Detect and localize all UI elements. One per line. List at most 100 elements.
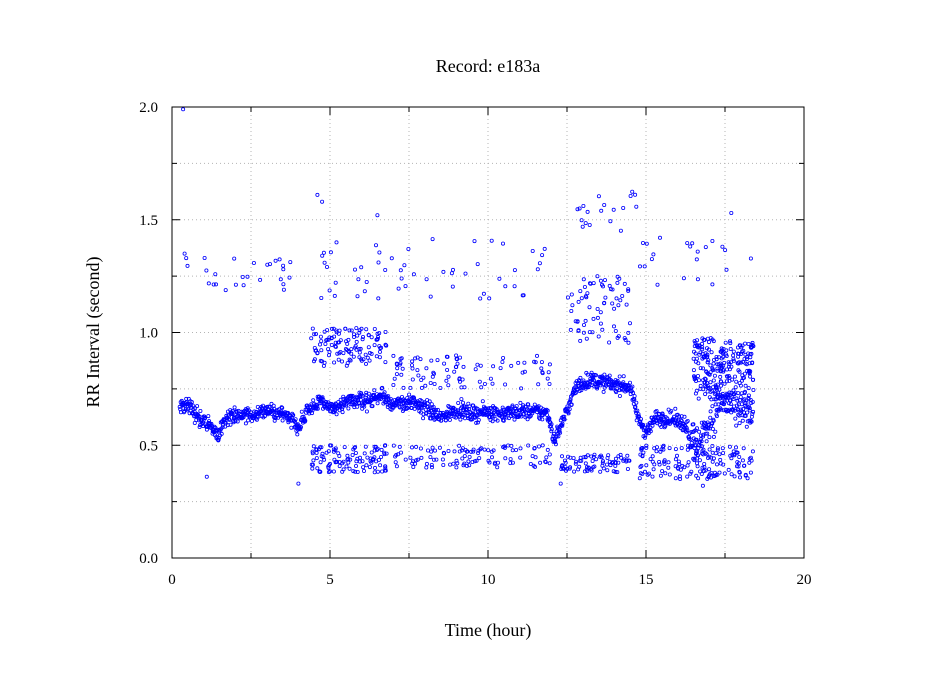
data-point	[211, 282, 216, 287]
data-point	[281, 282, 286, 287]
data-point	[410, 459, 415, 464]
data-point	[410, 359, 415, 364]
data-point	[335, 340, 340, 345]
data-point	[729, 210, 734, 215]
data-point	[558, 481, 563, 486]
data-point	[681, 276, 686, 281]
data-point	[323, 341, 328, 346]
data-point	[418, 410, 423, 415]
data-point	[650, 474, 655, 479]
data-point	[733, 416, 738, 421]
data-point	[576, 299, 581, 304]
data-point	[503, 284, 508, 289]
data-point	[694, 437, 699, 442]
data-point	[495, 460, 500, 465]
data-point	[716, 355, 721, 360]
data-point	[378, 463, 383, 468]
data-point	[747, 408, 752, 413]
data-point	[575, 319, 580, 324]
data-point	[680, 463, 685, 468]
data-point	[477, 379, 482, 384]
x-axis-title: Time (hour)	[445, 620, 532, 641]
data-point	[347, 398, 352, 403]
data-point	[382, 468, 387, 473]
data-point	[459, 448, 464, 453]
data-point	[360, 337, 365, 342]
data-point	[644, 463, 649, 468]
data-point	[589, 454, 594, 459]
data-point	[567, 407, 572, 412]
data-point	[367, 358, 372, 363]
data-point	[329, 326, 334, 331]
data-point	[612, 324, 617, 329]
data-point	[640, 445, 645, 450]
data-point	[628, 380, 633, 385]
data-point	[449, 271, 454, 276]
data-point	[441, 462, 446, 467]
data-point	[322, 457, 327, 462]
data-point	[722, 399, 727, 404]
data-point	[195, 404, 200, 409]
data-point	[724, 352, 729, 357]
data-point	[744, 400, 749, 405]
data-point	[375, 469, 380, 474]
data-point	[728, 346, 733, 351]
data-point	[676, 466, 681, 471]
data-point	[587, 330, 592, 335]
data-point	[432, 448, 437, 453]
data-point	[454, 353, 459, 358]
data-point	[721, 462, 726, 467]
data-point	[491, 448, 496, 453]
data-point	[448, 462, 453, 467]
data-point	[347, 466, 352, 471]
data-point	[695, 249, 700, 254]
data-point	[432, 417, 437, 422]
data-point	[319, 339, 324, 344]
data-point	[241, 415, 246, 420]
data-point	[444, 354, 449, 359]
data-point	[273, 258, 278, 263]
data-point	[634, 204, 639, 209]
data-point	[393, 460, 398, 465]
data-point	[342, 445, 347, 450]
data-point	[705, 389, 710, 394]
data-point	[412, 396, 417, 401]
data-point	[589, 370, 594, 375]
data-point	[737, 369, 742, 374]
data-point	[602, 372, 607, 377]
data-point	[704, 439, 709, 444]
data-point	[691, 456, 696, 461]
data-point	[353, 445, 358, 450]
data-point	[744, 357, 749, 362]
data-point	[707, 454, 712, 459]
data-point	[696, 373, 701, 378]
data-point	[695, 426, 700, 431]
data-point	[573, 319, 578, 324]
data-point	[540, 443, 545, 448]
data-point	[372, 444, 377, 449]
data-point	[309, 336, 314, 341]
data-point	[472, 459, 477, 464]
data-point	[447, 417, 452, 422]
data-point	[508, 461, 513, 466]
data-point	[481, 291, 486, 296]
data-point	[751, 409, 756, 414]
data-point	[360, 459, 365, 464]
data-point	[746, 351, 751, 356]
data-point	[376, 260, 381, 265]
data-point	[455, 361, 460, 366]
data-point	[428, 416, 433, 421]
data-point	[709, 350, 714, 355]
data-point	[419, 455, 424, 460]
data-point	[613, 456, 618, 461]
data-point	[698, 366, 703, 371]
data-point	[281, 287, 286, 292]
data-point	[398, 361, 403, 366]
data-point	[503, 382, 508, 387]
data-point	[651, 252, 656, 257]
data-point	[742, 397, 747, 402]
data-point	[487, 296, 492, 301]
data-point	[430, 445, 435, 450]
data-point	[369, 450, 374, 455]
data-point	[464, 449, 469, 454]
